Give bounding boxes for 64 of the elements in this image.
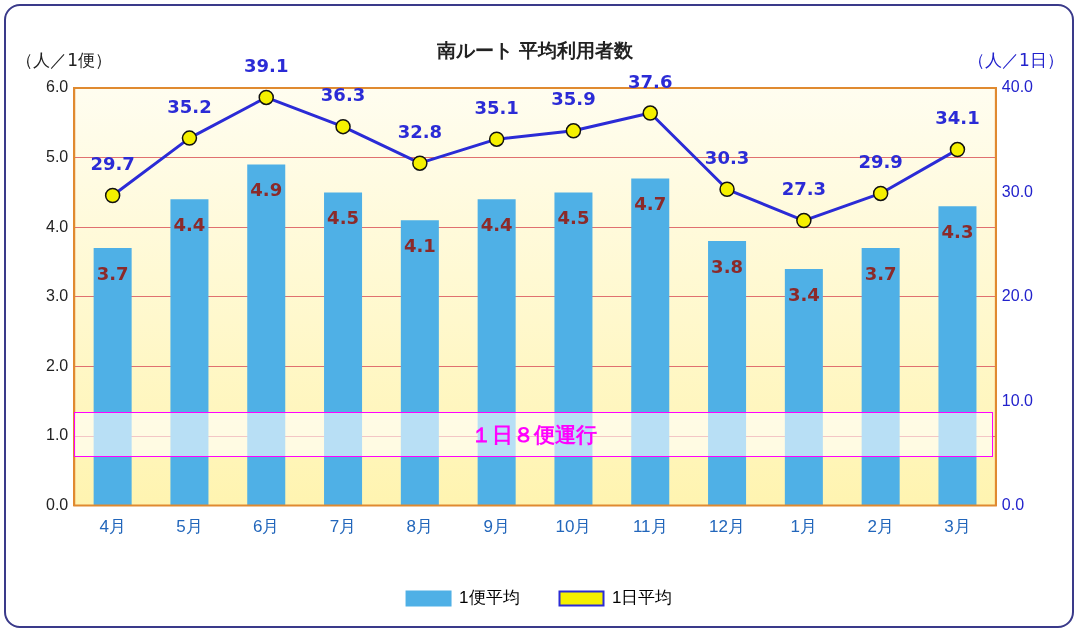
y2-tick-label: 10.0 [1001, 391, 1034, 409]
y-axis-title: （人／1便） [16, 50, 113, 71]
x-tick-label: 1月 [790, 517, 818, 537]
x-tick-label: 9月 [483, 517, 510, 537]
y-tick-label: 3.0 [45, 287, 69, 305]
bar [400, 220, 439, 506]
legend-label: 1日平均 [612, 588, 673, 608]
x-tick-label: 5月 [176, 517, 203, 537]
x-tick-label: 2月 [867, 517, 894, 537]
y-tick-label: 1.0 [45, 426, 69, 444]
data-label: 36.3 [320, 84, 366, 106]
data-label: 4.5 [327, 207, 359, 229]
data-label: 4.1 [403, 234, 436, 256]
data-label: 3.7 [864, 262, 897, 284]
data-label: 39.1 [244, 55, 289, 77]
y2-tick-label: 20.0 [1001, 287, 1034, 305]
data-label: 27.3 [781, 178, 827, 200]
y2-tick-label: 0.0 [1001, 496, 1025, 514]
chart-title: 南ルート 平均利用者数 [435, 38, 635, 61]
data-label: 3.7 [96, 262, 129, 284]
y-tick-label: 6.0 [45, 78, 69, 96]
data-label: 37.6 [628, 70, 673, 92]
x-tick-label: 8月 [406, 517, 434, 537]
y-tick-label: 0.0 [45, 496, 69, 514]
data-label: 32.8 [397, 120, 443, 142]
bar [324, 192, 363, 506]
bar [477, 199, 516, 506]
y2-tick-label: 30.0 [1001, 182, 1034, 200]
note-box: １日８便運行 [74, 412, 993, 457]
y-tick-label: 5.0 [45, 148, 69, 166]
x-tick-label: 3月 [944, 517, 971, 537]
bar [93, 248, 132, 506]
x-tick-label: 12月 [709, 517, 746, 537]
data-label: 34.1 [935, 107, 980, 129]
x-tick-label: 11月 [632, 517, 668, 537]
bar [784, 268, 823, 506]
data-label: 4.4 [173, 214, 206, 236]
bar [938, 206, 977, 506]
y2-tick-label: 40.0 [1001, 78, 1034, 96]
x-tick-label: 6月 [253, 517, 280, 537]
bar [247, 164, 286, 506]
data-label: 4.9 [250, 179, 283, 201]
data-label: 3.4 [787, 283, 820, 305]
data-label: 4.5 [557, 207, 590, 229]
x-tick-label: 4月 [99, 517, 126, 537]
y2-axis-title: （人／1日） [967, 50, 1064, 71]
data-label: 4.3 [941, 220, 974, 242]
data-label: 3.8 [711, 255, 743, 277]
legend-label: 1便平均 [459, 588, 520, 608]
bar [708, 241, 747, 506]
data-label: 35.2 [167, 95, 212, 117]
x-tick-label: 7月 [329, 517, 357, 537]
y-tick-label: 4.0 [45, 217, 69, 235]
bar [631, 178, 670, 506]
data-label: 29.9 [858, 151, 903, 173]
bar [170, 199, 209, 506]
data-label: 4.7 [634, 193, 667, 215]
data-label: 35.9 [551, 88, 596, 110]
data-label: 35.1 [474, 96, 519, 118]
data-label: 4.4 [480, 214, 513, 236]
bar [861, 248, 900, 506]
data-label: 29.7 [90, 153, 135, 175]
y-tick-label: 2.0 [45, 356, 69, 374]
x-tick-label: 10月 [555, 517, 592, 537]
